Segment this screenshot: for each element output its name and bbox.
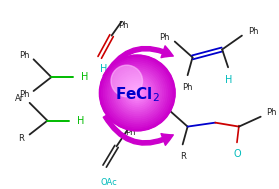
- Text: Ph: Ph: [248, 27, 258, 36]
- Text: H: H: [225, 75, 233, 85]
- Text: Ar: Ar: [15, 94, 24, 103]
- Text: R: R: [18, 134, 24, 143]
- Circle shape: [105, 61, 169, 125]
- FancyArrowPatch shape: [103, 46, 173, 78]
- Circle shape: [109, 65, 165, 121]
- Circle shape: [111, 67, 163, 119]
- Circle shape: [104, 59, 171, 127]
- Circle shape: [128, 84, 147, 102]
- Circle shape: [120, 76, 154, 110]
- Circle shape: [126, 82, 148, 104]
- Text: Ar: Ar: [155, 102, 164, 111]
- Circle shape: [132, 87, 143, 99]
- Text: Ph: Ph: [118, 21, 129, 30]
- Text: Ph: Ph: [182, 83, 193, 92]
- Circle shape: [122, 78, 152, 108]
- Text: Ph: Ph: [19, 91, 30, 99]
- Circle shape: [113, 69, 162, 117]
- Circle shape: [119, 74, 156, 112]
- Circle shape: [111, 65, 143, 97]
- Circle shape: [115, 70, 160, 115]
- Text: H: H: [81, 72, 88, 82]
- Circle shape: [133, 89, 141, 97]
- Circle shape: [124, 80, 150, 106]
- Text: OAc: OAc: [100, 178, 117, 187]
- Circle shape: [100, 55, 175, 131]
- Text: O: O: [233, 149, 241, 159]
- Text: Ph: Ph: [19, 51, 30, 60]
- Text: R: R: [180, 152, 186, 161]
- Text: Ph: Ph: [125, 128, 136, 137]
- Circle shape: [130, 85, 145, 101]
- Text: FeCl$_2$: FeCl$_2$: [115, 86, 160, 104]
- Text: H: H: [100, 64, 107, 74]
- Text: Ph: Ph: [159, 33, 170, 42]
- Circle shape: [107, 63, 167, 123]
- Text: Ph: Ph: [267, 108, 277, 117]
- Circle shape: [102, 57, 173, 129]
- Circle shape: [135, 91, 139, 95]
- Text: H: H: [77, 116, 84, 126]
- Circle shape: [117, 72, 158, 114]
- FancyArrowPatch shape: [103, 115, 173, 145]
